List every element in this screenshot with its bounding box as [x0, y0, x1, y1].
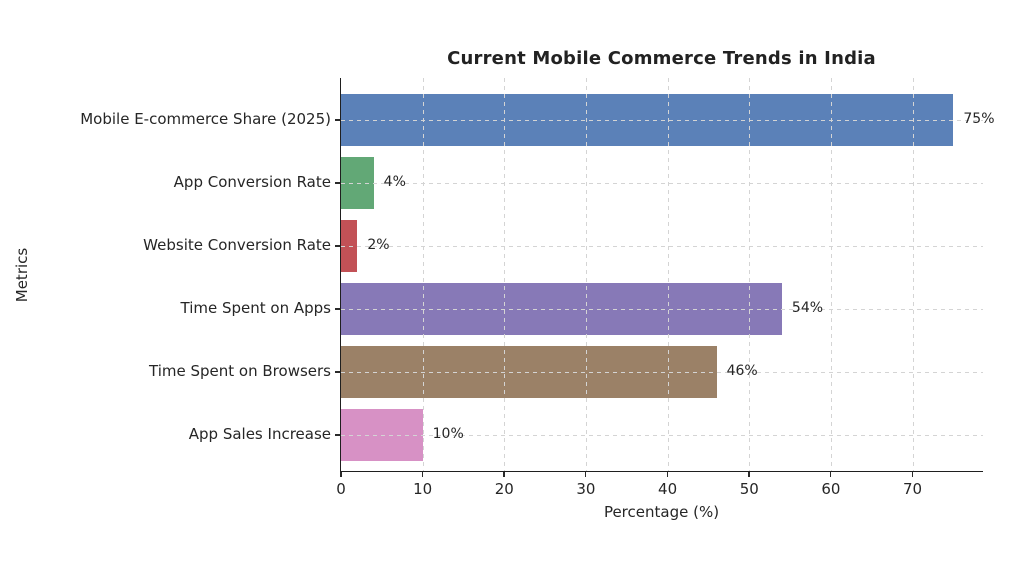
category-label: Time Spent on Apps	[180, 299, 331, 317]
y-axis-label: Metrics	[13, 247, 31, 303]
bar-value-label: 54%	[791, 300, 824, 316]
x-tick-mark	[748, 472, 750, 477]
x-tick-label: 0	[336, 480, 346, 498]
x-tick-label: 50	[739, 480, 759, 498]
bar-6	[341, 409, 423, 461]
x-tick-label: 30	[576, 480, 596, 498]
category-label: App Sales Increase	[188, 425, 331, 443]
y-tick-mark	[335, 308, 340, 310]
x-tick-mark	[340, 472, 342, 477]
x-tick-label: 20	[494, 480, 514, 498]
bar-value-label: 4%	[383, 174, 406, 190]
y-tick-mark	[335, 245, 340, 247]
category-label: Mobile E-commerce Share (2025)	[80, 110, 331, 128]
x-tick-mark	[911, 472, 914, 477]
bar-value-label: 75%	[963, 111, 995, 127]
y-tick-mark	[335, 371, 340, 373]
bar-1	[341, 94, 954, 146]
bar-5	[341, 346, 717, 398]
bar-value-label: 46%	[726, 363, 758, 379]
x-axis-label: Percentage (%)	[603, 503, 720, 521]
category-label: App Conversion Rate	[173, 173, 331, 191]
x-tick-label: 40	[658, 480, 678, 498]
x-tick-label: 70	[903, 480, 923, 498]
x-tick-mark	[421, 472, 424, 477]
plot-area	[340, 78, 983, 472]
bar-value-label: 10%	[432, 426, 464, 442]
x-tick-mark	[584, 472, 587, 477]
category-label: Website Conversion Rate	[143, 236, 331, 254]
bar-3	[341, 220, 358, 272]
bar-4	[341, 283, 782, 335]
x-tick-label: 60	[821, 480, 841, 498]
x-tick-label: 10	[413, 480, 433, 498]
x-tick-mark	[666, 472, 669, 477]
bar-value-label: 2%	[367, 237, 390, 253]
chart-title: Current Mobile Commerce Trends in India	[447, 48, 876, 69]
y-tick-mark	[335, 182, 340, 184]
category-label: Time Spent on Browsers	[149, 362, 331, 380]
x-tick-mark	[503, 472, 505, 477]
bars-layer	[341, 78, 983, 471]
x-tick-mark	[829, 472, 832, 477]
y-tick-mark	[335, 119, 340, 121]
bar-2	[341, 157, 374, 209]
y-tick-mark	[335, 434, 340, 436]
